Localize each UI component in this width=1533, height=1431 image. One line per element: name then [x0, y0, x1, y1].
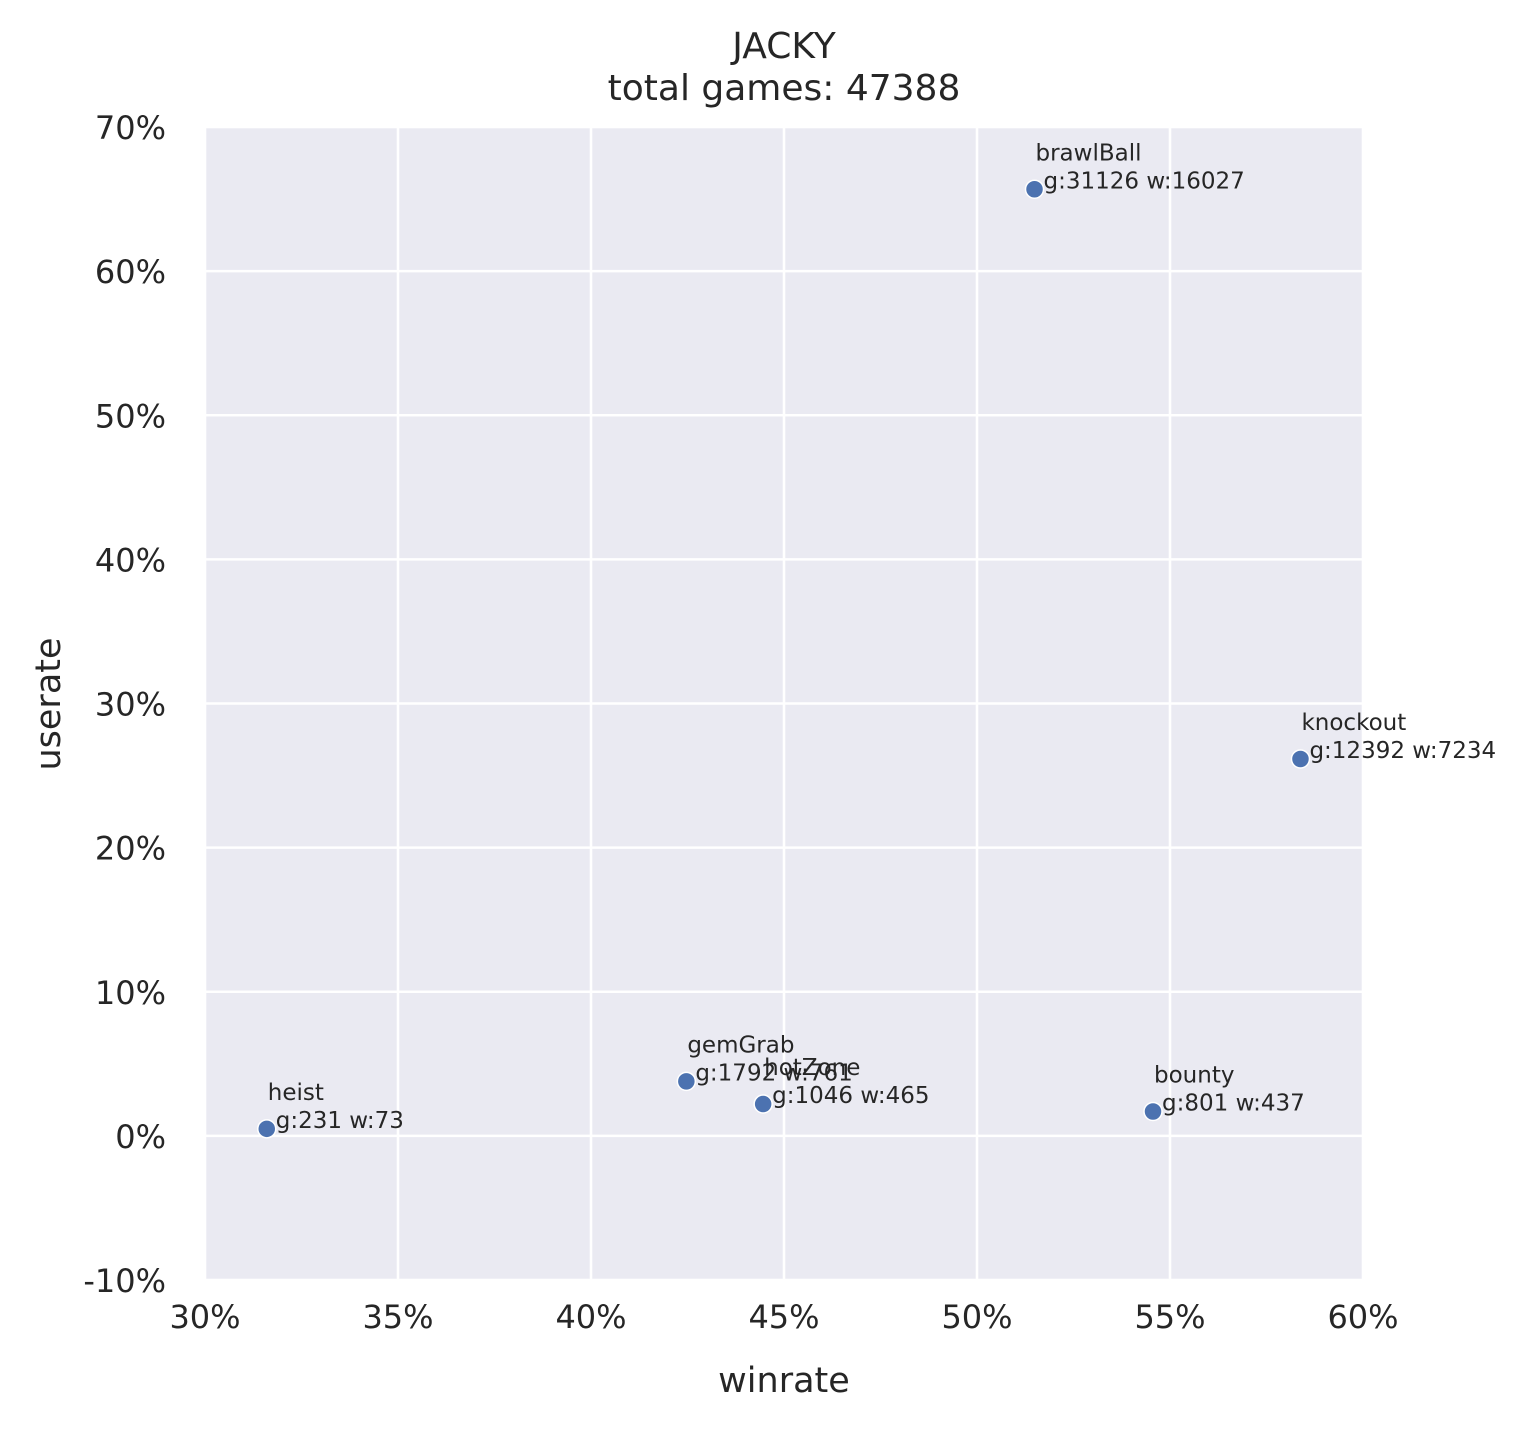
x-axis-ticks: 30% 35% 40% 45% 50% 55% 60% [169, 1298, 1398, 1336]
grid-lines [203, 125, 1365, 1282]
data-point-heist [257, 1119, 277, 1139]
x-axis-label: winrate [718, 1361, 850, 1401]
x-tick-label: 35% [362, 1298, 433, 1336]
data-point-knockout [1290, 749, 1311, 769]
point-value-label: g:12392 w:7234 [1309, 738, 1496, 764]
point-value-label: g:231 w:73 [276, 1108, 404, 1134]
x-tick-label: 30% [169, 1298, 240, 1336]
point-value-label: g:801 w:437 [1162, 1091, 1305, 1117]
point-name-label: brawlBall [1036, 140, 1142, 166]
point-name-label: hotZone [764, 1055, 860, 1081]
point-name-label: bounty [1154, 1063, 1234, 1089]
data-point-hotZone [753, 1094, 773, 1114]
x-tick-label: 45% [748, 1298, 819, 1336]
point-value-label: g:1792 w:761 [695, 1060, 852, 1086]
x-tick-label: 55% [1134, 1298, 1205, 1336]
y-axis-label: userate [29, 637, 69, 770]
point-name-label: knockout [1301, 710, 1406, 736]
x-tick-label: 40% [555, 1298, 626, 1336]
y-axis-ticks: -10% 0% 10% 20% 30% 40% 50% 60% 70% [83, 109, 166, 1300]
x-tick-label: 50% [941, 1298, 1012, 1336]
y-tick-label: 70% [95, 109, 166, 147]
data-point-bounty [1143, 1101, 1163, 1122]
chart-title: JACKY [730, 26, 836, 67]
point-name-label: heist [268, 1080, 324, 1106]
point-value-label: g:31126 w:16027 [1044, 168, 1245, 194]
chart-subtitle: total games: 47388 [608, 68, 961, 109]
y-tick-label: 30% [95, 686, 166, 724]
y-tick-label: 50% [95, 397, 166, 435]
y-tick-label: -10% [83, 1262, 166, 1300]
data-point-brawlBall [1024, 179, 1045, 200]
point-name-label: gemGrab [687, 1032, 794, 1058]
data-point-gemGrab [676, 1071, 697, 1092]
y-tick-label: 40% [95, 541, 166, 579]
data-points [257, 179, 1311, 1139]
y-tick-label: 10% [95, 974, 166, 1012]
point-value-label: g:1046 w:465 [772, 1083, 929, 1109]
x-tick-label: 60% [1327, 1298, 1398, 1336]
y-tick-label: 0% [115, 1118, 166, 1156]
y-tick-label: 60% [95, 253, 166, 291]
y-tick-label: 20% [95, 830, 166, 868]
